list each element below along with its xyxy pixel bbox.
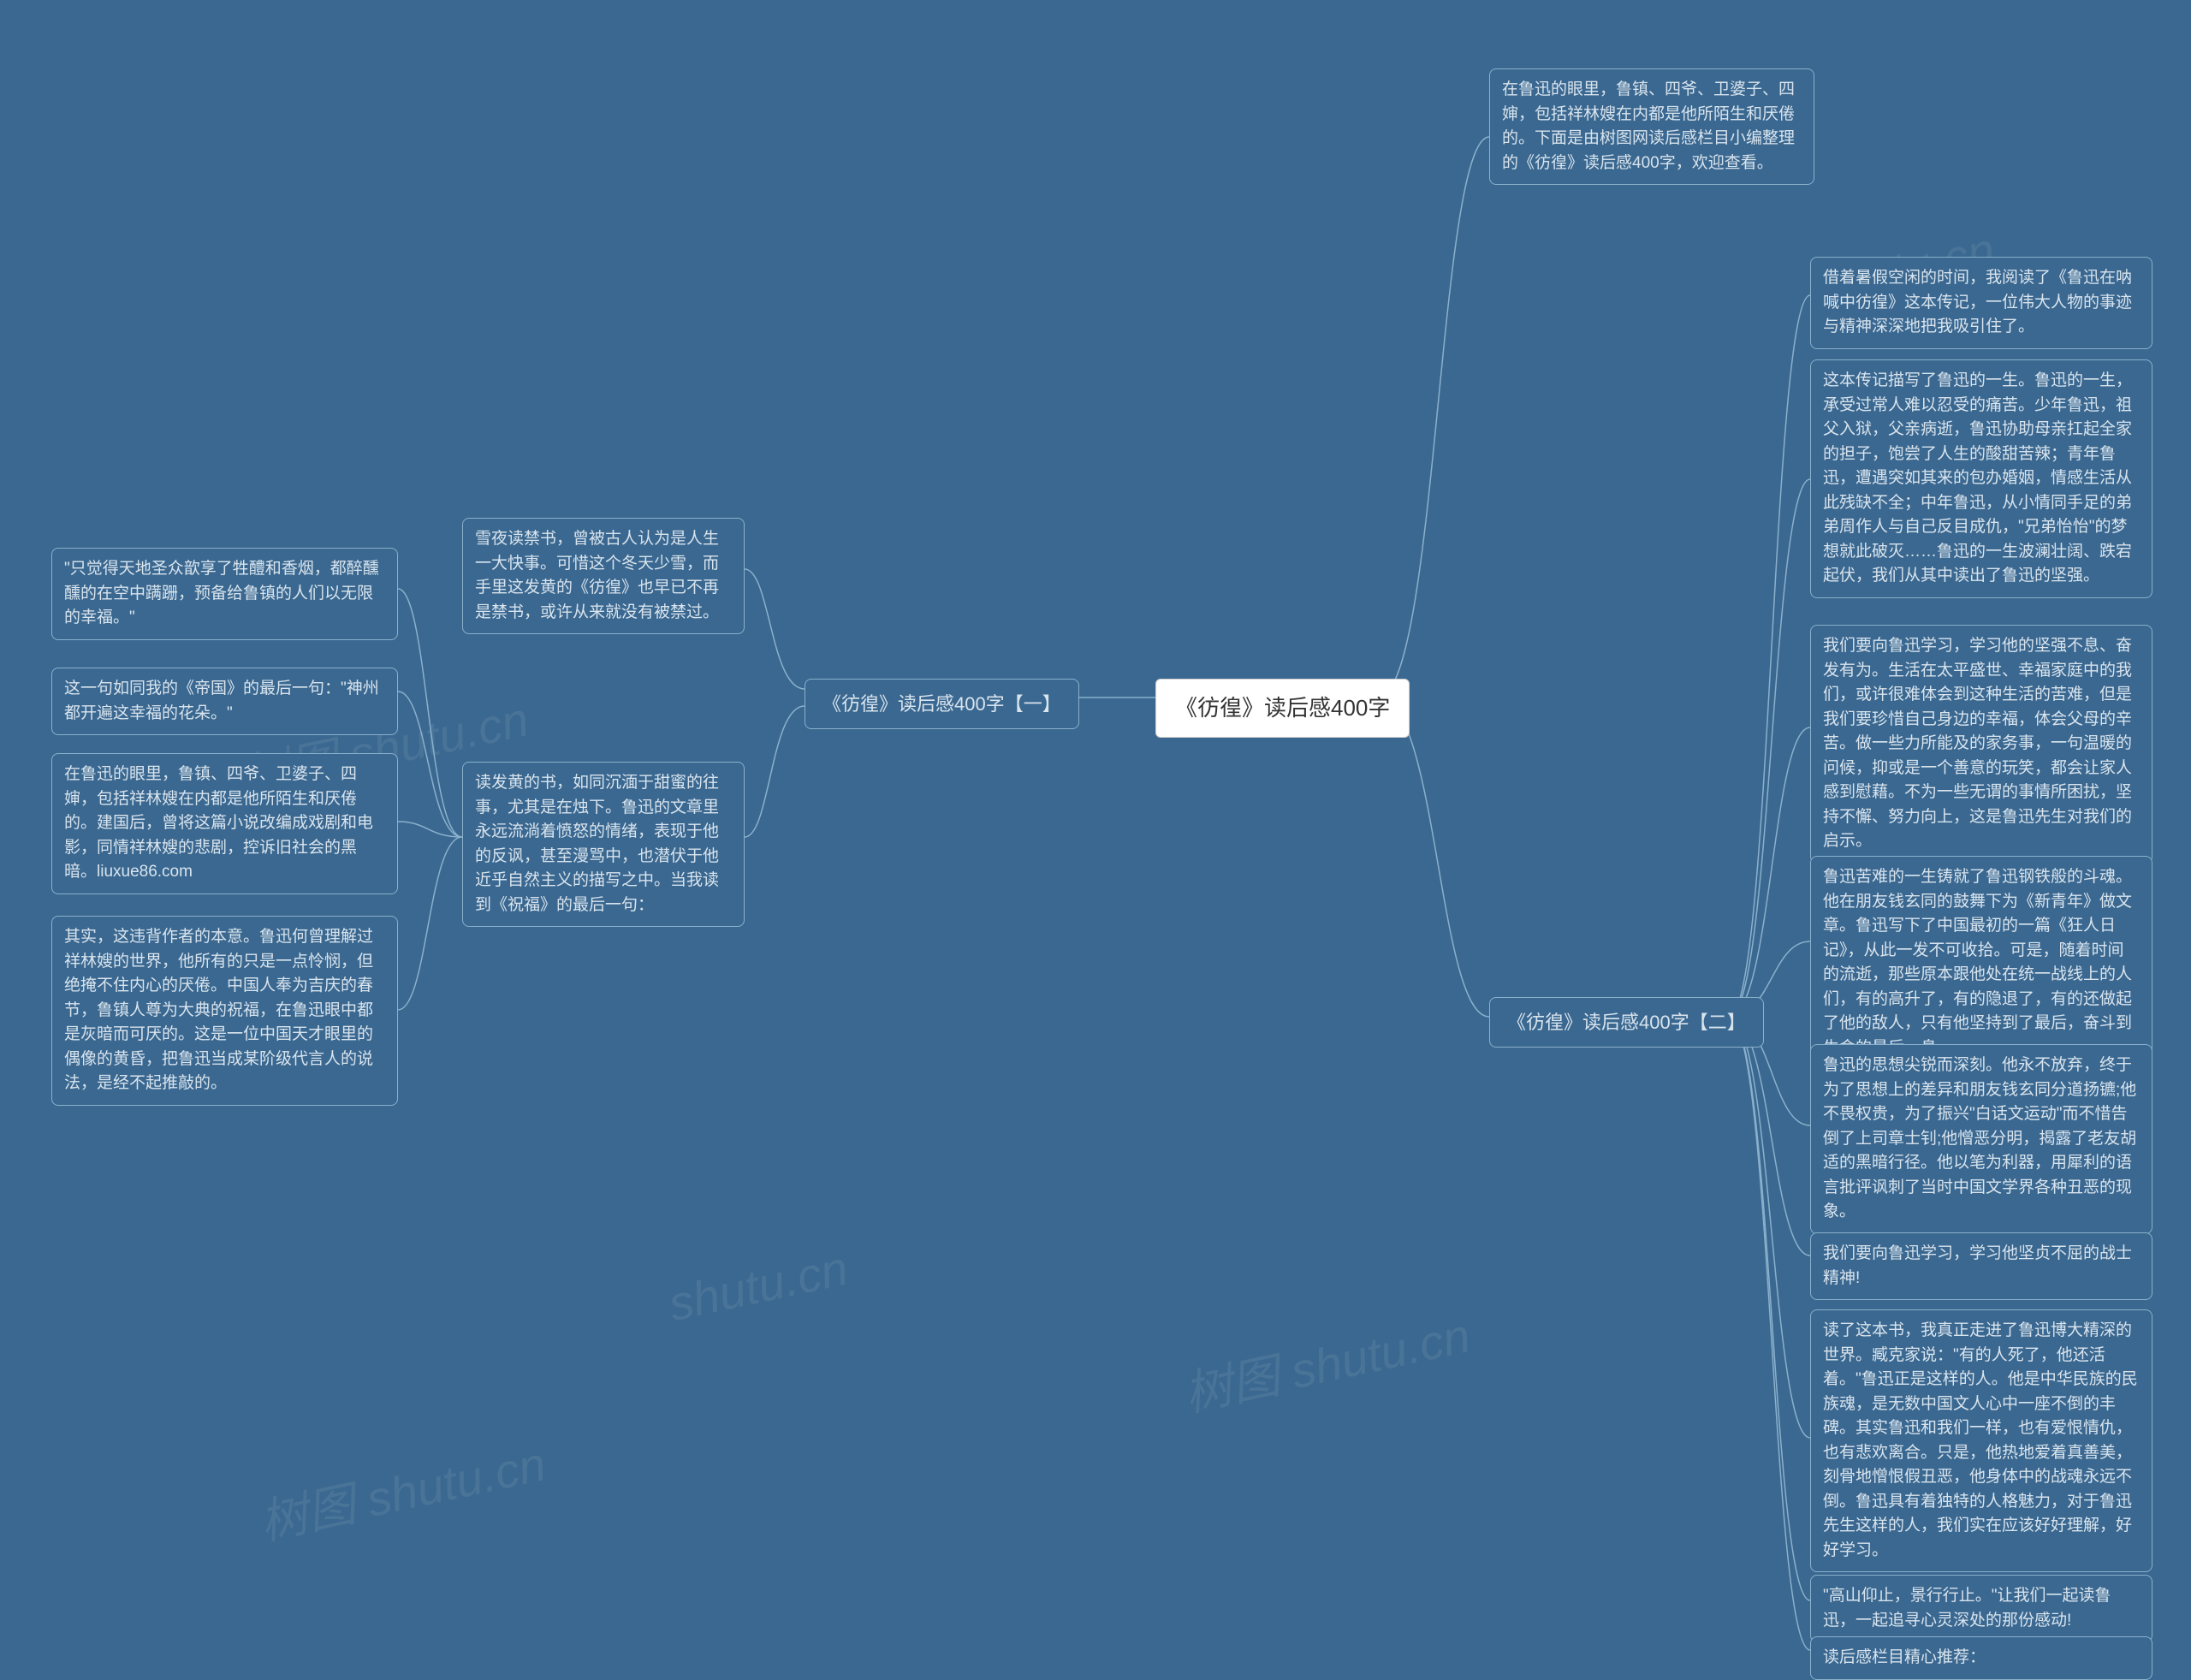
section-one-p1: 雪夜读禁书，曾被古人认为是人生一大快事。可惜这个冬天少雪，而手里这发黄的《彷徨》… xyxy=(462,518,745,634)
section-one-label[interactable]: 《彷徨》读后感400字【一】 xyxy=(805,679,1079,729)
section-two-p8: "高山仰止，景行行止。"让我们一起读鲁迅，一起追寻心灵深处的那份感动! xyxy=(1810,1575,2152,1642)
section-one-p2: 读发黄的书，如同沉湎于甜蜜的往事，尤其是在烛下。鲁迅的文章里永远流淌着愤怒的情绪… xyxy=(462,762,745,927)
section-two-p4: 鲁迅苦难的一生铸就了鲁迅钢铁般的斗魂。他在朋友钱玄同的鼓舞下为《新青年》做文章。… xyxy=(1810,856,2152,1070)
root-node[interactable]: 《彷徨》读后感400字 xyxy=(1155,679,1410,738)
section-two-label[interactable]: 《彷徨》读后感400字【二】 xyxy=(1489,997,1764,1048)
watermark: shutu.cn xyxy=(664,1240,853,1333)
section-two-p3: 我们要向鲁迅学习，学习他的坚强不息、奋发有为。生活在太平盛世、幸福家庭中的我们，… xyxy=(1810,625,2152,864)
section-one-left-p1: "只觉得天地圣众歆享了牲醴和香烟，都醉醺醺的在空中蹒跚，预备给鲁镇的人们以无限的… xyxy=(51,548,398,640)
section-one-left-p2: 这一句如同我的《帝国》的最后一句："神州都开遍这幸福的花朵。" xyxy=(51,668,398,735)
section-two-p1: 借着暑假空闲的时间，我阅读了《鲁迅在呐喊中彷徨》这本传记，一位伟大人物的事迹与精… xyxy=(1810,257,2152,349)
watermark: 树图 shutu.cn xyxy=(1177,1297,1476,1426)
section-two-p5: 鲁迅的思想尖锐而深刻。他永不放弃，终于为了思想上的差异和朋友钱玄同分道扬镳;他不… xyxy=(1810,1044,2152,1234)
section-two-p2: 这本传记描写了鲁迅的一生。鲁迅的一生，承受过常人难以忍受的痛苦。少年鲁迅，祖父入… xyxy=(1810,359,2152,598)
section-two-p9: 读后感栏目精心推荐： xyxy=(1810,1636,2152,1680)
section-one-left-p4: 其实，这违背作者的本意。鲁迅何曾理解过祥林嫂的世界，他所有的只是一点怜悯，但绝掩… xyxy=(51,916,398,1106)
intro-node: 在鲁迅的眼里，鲁镇、四爷、卫婆子、四婶，包括祥林嫂在内都是他所陌生和厌倦的。下面… xyxy=(1489,68,1814,185)
section-one-left-p3: 在鲁迅的眼里，鲁镇、四爷、卫婆子、四婶，包括祥林嫂在内都是他所陌生和厌倦的。建国… xyxy=(51,753,398,894)
section-two-p7: 读了这本书，我真正走进了鲁迅博大精深的世界。臧克家说："有的人死了，他还活着。"… xyxy=(1810,1309,2152,1572)
section-two-p6: 我们要向鲁迅学习，学习他坚贞不屈的战士精神! xyxy=(1810,1232,2152,1300)
watermark: 树图 shutu.cn xyxy=(252,1426,551,1554)
